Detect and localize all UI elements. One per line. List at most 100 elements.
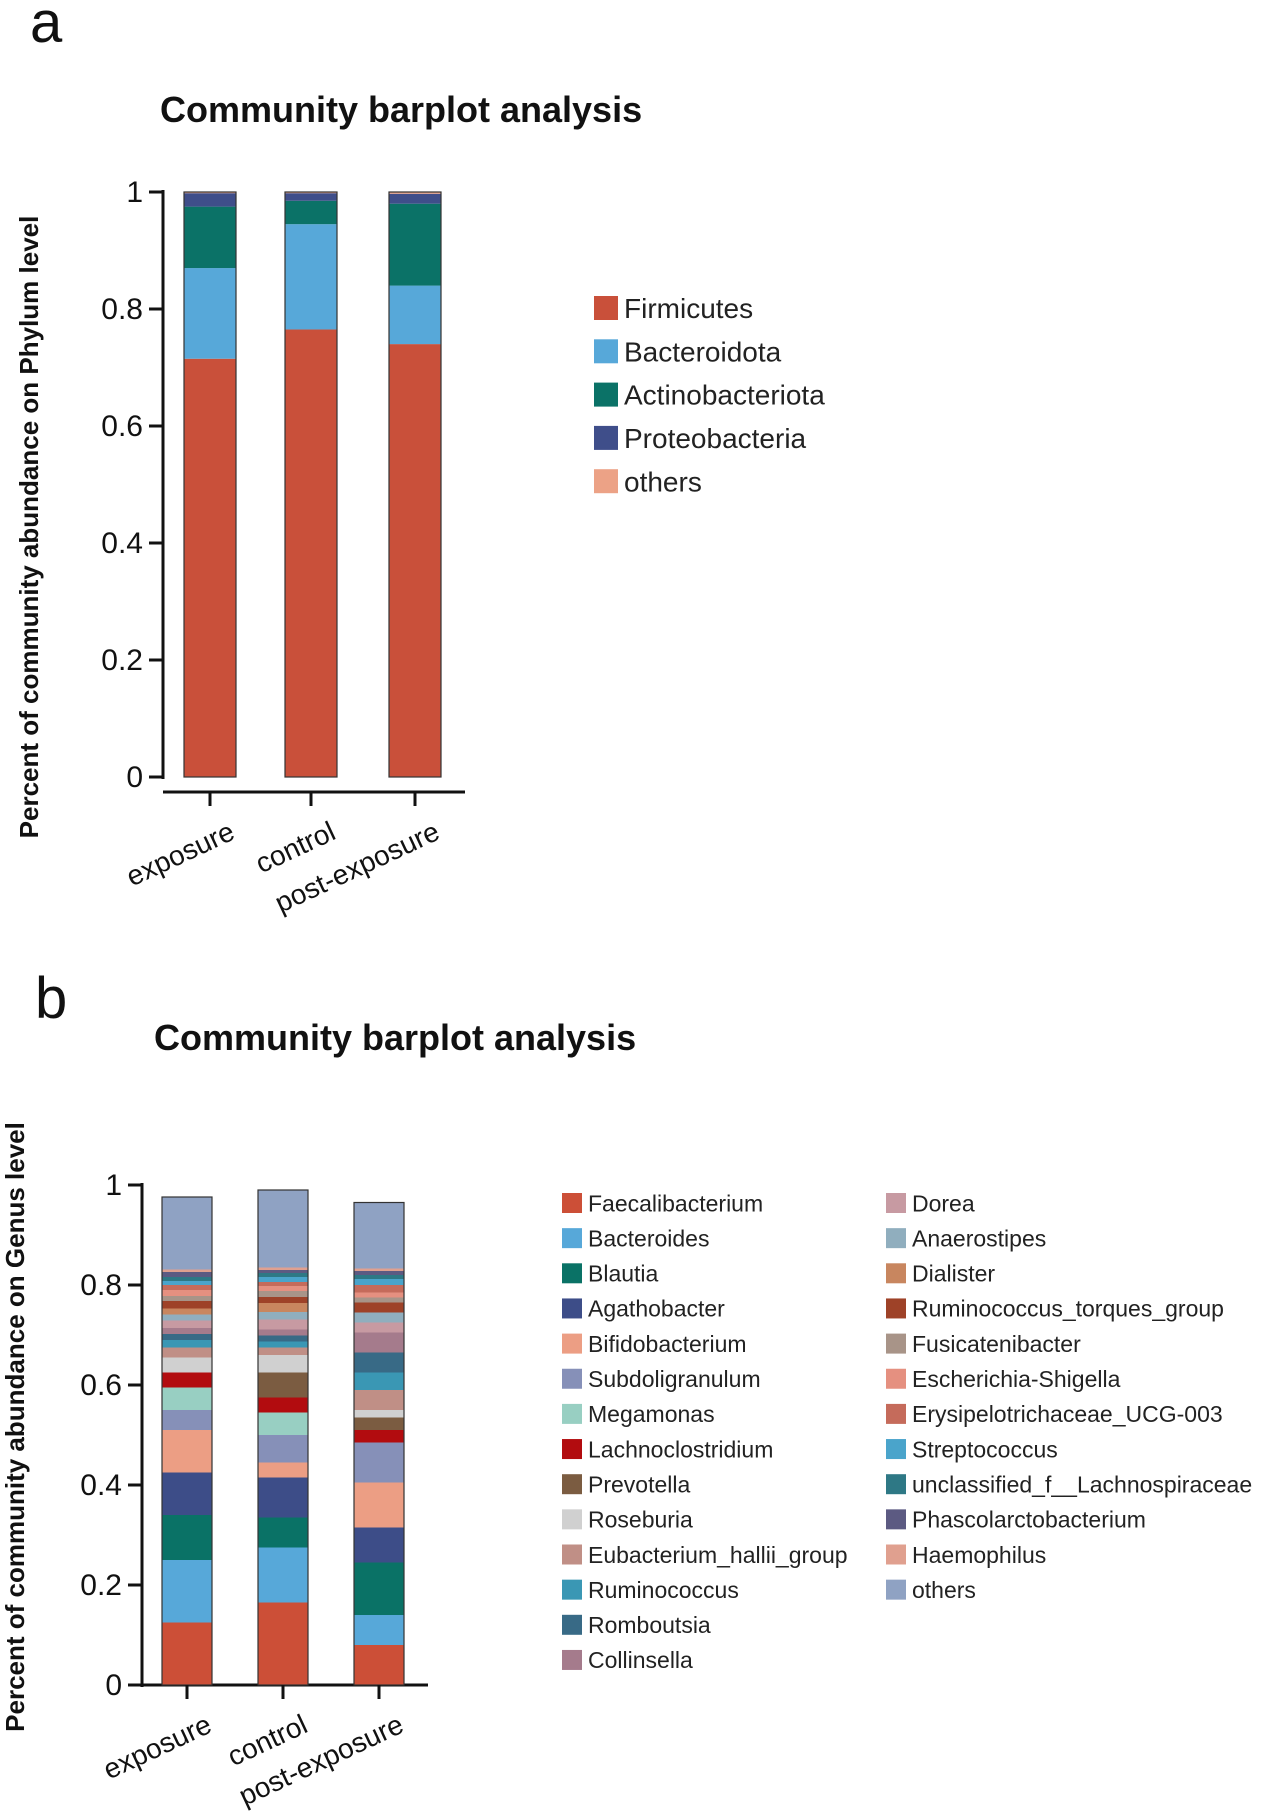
- bar-segment-collinsella: [258, 1329, 308, 1336]
- panel-a-legend: Firmicutes Bacteroidota Actinobacteriota Pr…: [594, 293, 825, 497]
- bar-segment-haemophilus: [258, 1267, 308, 1270]
- bar-segment-ruminococcus-torques-group: [258, 1297, 308, 1303]
- legend-label-proteobacteria: Proteobacteria: [624, 423, 807, 454]
- bar-segment-anaerostipes: [162, 1314, 212, 1321]
- legend-swatch-bacteroidota: [594, 339, 618, 364]
- legend-swatch-bifidobacterium: [562, 1333, 582, 1354]
- legend-label-bifidobacterium: Bifidobacterium: [588, 1331, 747, 1357]
- bar-segment-prevotella: [354, 1417, 404, 1430]
- bar-segment-streptococcus: [258, 1277, 308, 1282]
- bar-segment-eubacterium-hallii-group: [258, 1347, 308, 1355]
- x-tick-label-exposure: exposure: [121, 815, 238, 892]
- bar-segment-roseburia: [258, 1355, 308, 1373]
- y-tick-label: 1: [126, 176, 143, 209]
- legend-label-blautia: Blautia: [588, 1261, 659, 1287]
- bar-segment-lachnoclostridium: [258, 1397, 308, 1413]
- bar-segment-romboutsia: [162, 1334, 212, 1340]
- y-tick-label: 0.6: [80, 1369, 122, 1402]
- bar-segment-collinsella: [354, 1332, 404, 1353]
- bar-segment-eubacterium-hallii-group: [354, 1390, 404, 1410]
- bar-segment-roseburia: [162, 1357, 212, 1373]
- bar-segment-anaerostipes: [258, 1312, 308, 1320]
- legend-label-others: others: [912, 1577, 976, 1603]
- bar-segment-dorea: [258, 1319, 308, 1330]
- bar-segment-escherichia-shigella: [162, 1290, 212, 1296]
- bar-segment-ruminococcus: [354, 1372, 404, 1390]
- bar-segment-fusicatenibacter: [162, 1296, 212, 1301]
- panel-a-label: a: [30, 0, 63, 55]
- bar-segment-erysipelotrichaceae-ucg-003: [258, 1282, 308, 1286]
- bar-segment-blautia: [162, 1515, 212, 1560]
- legend-label-ruminococcus-torques-group: Ruminococcus_torques_group: [912, 1296, 1224, 1322]
- bar-segment-haemophilus: [354, 1268, 404, 1271]
- legend-swatch-actinobacteriota: [594, 382, 618, 407]
- legend-swatch-ruminococcus: [562, 1579, 582, 1600]
- bar-segment-bacteroidota: [285, 224, 337, 330]
- bar-segment-others: [354, 1202, 404, 1269]
- panel-b-title: Community barplot analysis: [154, 1017, 636, 1058]
- legend-swatch-megamonas: [562, 1403, 582, 1424]
- bar-segment-phascolarctobacterium: [258, 1270, 308, 1273]
- bar-segment-dorea: [354, 1322, 404, 1333]
- legend-swatch-agathobacter: [562, 1298, 582, 1319]
- legend-swatch-fusicatenibacter: [886, 1333, 906, 1354]
- panel-a-ylabel: Percent of community abundance on Phylum…: [14, 216, 44, 839]
- panel-a: a Community barplot analysis Percent of …: [14, 0, 825, 919]
- bar-segment-collinsella: [162, 1328, 212, 1334]
- bar-segment-unclassified-f-lachnospiraceae: [162, 1277, 212, 1281]
- bar-segment-bacteroides: [162, 1560, 212, 1623]
- bar-segment-actinobacteriota: [184, 206, 236, 269]
- legend-label-fusicatenibacter: Fusicatenibacter: [912, 1331, 1081, 1357]
- bar-segment-haemophilus: [162, 1269, 212, 1272]
- bar-segment-others: [389, 192, 441, 194]
- legend-label-prevotella: Prevotella: [588, 1471, 690, 1497]
- bar-segment-dialister: [162, 1308, 212, 1315]
- bar-outline: [284, 191, 338, 778]
- bar-segment-lachnoclostridium: [354, 1430, 404, 1443]
- legend-swatch-firmicutes: [594, 296, 618, 320]
- legend-label-dialister: Dialister: [912, 1261, 995, 1287]
- bar-segment-erysipelotrichaceae-ucg-003: [162, 1285, 212, 1290]
- legend-label-faecalibacterium: Faecalibacterium: [588, 1190, 763, 1216]
- panel-b-legend: Faecalibacterium Bacteroides Blautia Agatho…: [562, 1190, 1252, 1673]
- panel-b: b Community barplot analysis Percent of …: [0, 966, 1252, 1812]
- bar-segment-bacteroidota: [184, 268, 236, 359]
- bar-segment-unclassified-f-lachnospiraceae: [354, 1275, 404, 1279]
- bar-segment-proteobacteria: [285, 193, 337, 201]
- legend-label-erysipelotrichaceae-ucg-003: Erysipelotrichaceae_UCG-003: [912, 1401, 1223, 1427]
- bar-segment-megamonas: [162, 1387, 212, 1410]
- bar-segment-fusicatenibacter: [258, 1291, 308, 1297]
- bar-segment-fusicatenibacter: [354, 1297, 404, 1303]
- bar-segment-bifidobacterium: [258, 1462, 308, 1478]
- bar-segment-bacteroidota: [389, 285, 441, 345]
- bar-segment-ruminococcus-torques-group: [354, 1302, 404, 1313]
- legend-swatch-haemophilus: [886, 1544, 906, 1565]
- bar-segment-firmicutes: [184, 358, 236, 777]
- legend-swatch-eubacterium-hallii-group: [562, 1544, 582, 1565]
- legend-label-phascolarctobacterium: Phascolarctobacterium: [912, 1507, 1146, 1533]
- bar-segment-escherichia-shigella: [354, 1292, 404, 1298]
- legend-swatch-dorea: [886, 1193, 906, 1213]
- bar-segment-bacteroides: [354, 1615, 404, 1645]
- bar-segment-dorea: [162, 1320, 212, 1328]
- legend-swatch-lachnoclostridium: [562, 1439, 582, 1460]
- bar-segment-faecalibacterium: [354, 1645, 404, 1685]
- legend-swatch-subdoligranulum: [562, 1368, 582, 1389]
- legend-swatch-proteobacteria: [594, 425, 618, 450]
- legend-label-subdoligranulum: Subdoligranulum: [588, 1366, 761, 1392]
- legend-swatch-prevotella: [562, 1474, 582, 1495]
- legend-label-bacteroidota: Bacteroidota: [624, 336, 782, 367]
- bar-segment-firmicutes: [389, 344, 441, 777]
- bar-segment-prevotella: [258, 1372, 308, 1398]
- bar-segment-proteobacteria: [389, 193, 441, 204]
- legend-label-agathobacter: Agathobacter: [588, 1296, 725, 1322]
- legend-label-firmicutes: Firmicutes: [624, 293, 753, 324]
- bar-segment-bifidobacterium: [354, 1482, 404, 1528]
- y-tick-label: 0.8: [80, 1269, 122, 1302]
- bar-segment-actinobacteriota: [389, 203, 441, 286]
- bar-segment-faecalibacterium: [258, 1602, 308, 1685]
- bar-segment-subdoligranulum: [258, 1435, 308, 1463]
